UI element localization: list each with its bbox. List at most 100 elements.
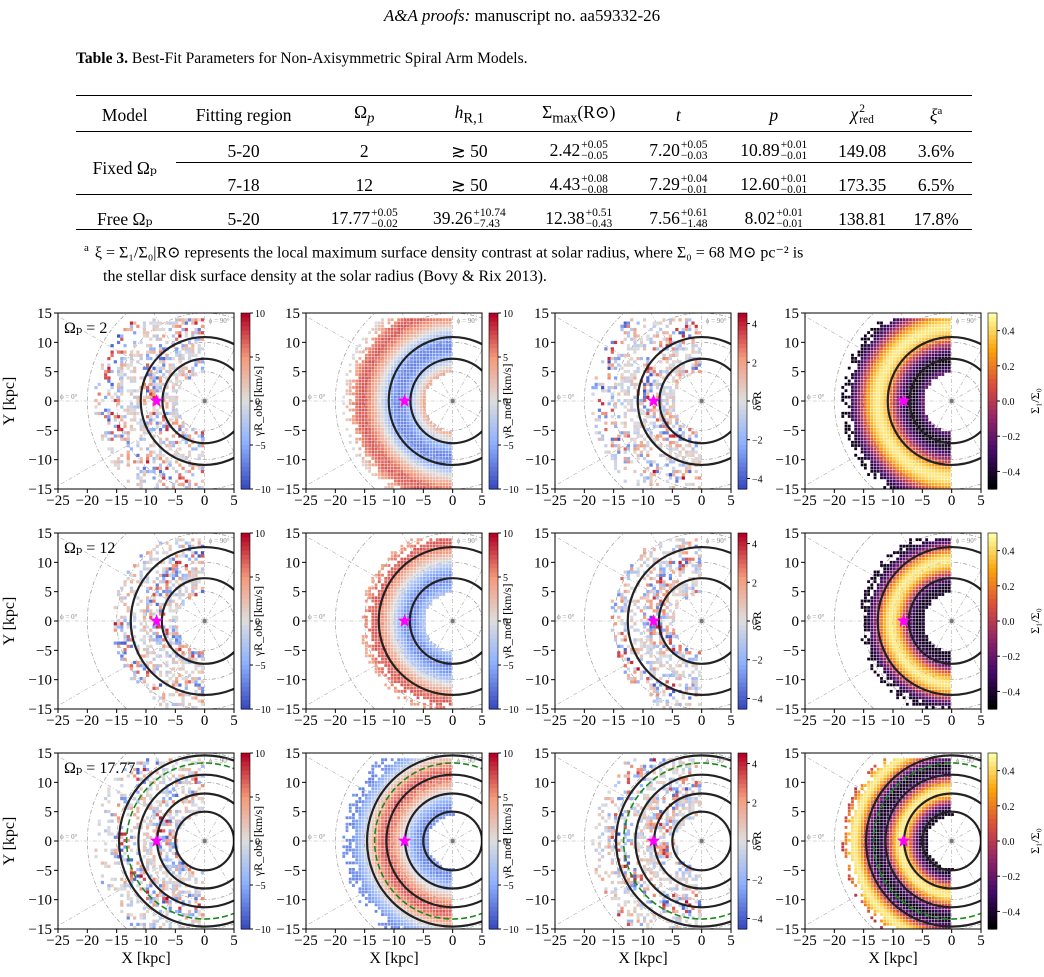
data-pixel (133, 618, 137, 623)
data-pixel (371, 424, 375, 428)
data-pixel (893, 424, 896, 428)
data-pixel (918, 486, 922, 489)
data-pixel (941, 350, 945, 354)
data-pixel (419, 318, 423, 322)
data-pixel (146, 447, 150, 451)
colorbar-segment (738, 339, 747, 345)
data-pixel (358, 386, 362, 389)
data-pixel (947, 363, 951, 367)
data-pixel (387, 369, 391, 373)
data-pixel (626, 460, 631, 464)
data-pixel (432, 476, 436, 480)
data-pixel (152, 376, 156, 380)
data-pixel (364, 408, 368, 412)
data-pixel (162, 644, 166, 648)
cell-omega: 17.77 +0.05 −0.02 (330, 207, 398, 231)
data-pixel (429, 453, 433, 457)
data-pixel (896, 453, 900, 457)
data-pixel (448, 321, 452, 325)
data-pixel (397, 376, 401, 380)
data-pixel (649, 473, 653, 477)
data-pixel (613, 457, 618, 461)
data-pixel (915, 395, 919, 399)
data-pixel (922, 379, 925, 383)
data-pixel (149, 557, 153, 561)
colorbar-segment (489, 427, 498, 433)
data-pixel (899, 324, 903, 328)
data-pixel (876, 453, 880, 457)
data-pixel (358, 357, 362, 360)
data-pixel (371, 453, 375, 457)
data-pixel (113, 424, 117, 428)
data-pixel (413, 389, 417, 393)
x-tick-label: −5 (415, 493, 431, 509)
data-pixel (429, 373, 433, 376)
data-pixel (896, 337, 900, 341)
data-pixel (377, 408, 381, 412)
data-pixel (348, 418, 352, 422)
data-pixel (445, 473, 449, 476)
data-pixel (158, 702, 163, 707)
data-pixel (867, 418, 870, 422)
grid-ray (701, 349, 731, 402)
data-pixel (361, 457, 365, 460)
data-pixel (381, 379, 384, 383)
data-pixel (126, 366, 130, 370)
data-pixel (397, 469, 401, 473)
data-pixel (191, 473, 195, 477)
data-pixel (912, 437, 916, 441)
data-pixel (142, 567, 146, 571)
data-pixel (691, 347, 695, 351)
data-pixel (397, 444, 401, 447)
data-pixel (129, 586, 134, 590)
data-pixel (403, 334, 407, 338)
data-pixel (883, 386, 887, 389)
data-pixel (371, 379, 375, 383)
data-pixel (646, 334, 650, 338)
data-pixel (178, 644, 182, 648)
data-pixel (155, 486, 159, 489)
data-pixel (941, 373, 945, 376)
data-pixel (97, 411, 101, 416)
data-pixel (613, 360, 618, 364)
data-pixel (944, 476, 948, 480)
data-pixel (905, 327, 909, 331)
data-pixel (880, 334, 883, 338)
data-pixel (435, 331, 439, 334)
data-pixel (633, 360, 637, 364)
sun-marker (646, 394, 661, 407)
data-pixel (899, 389, 903, 393)
colorbar-segment (241, 475, 250, 481)
data-pixel (928, 344, 932, 347)
col-t: t (675, 104, 681, 125)
data-pixel (187, 660, 192, 665)
data-pixel (364, 427, 368, 431)
data-pixel (655, 482, 660, 487)
data-pixel (133, 331, 137, 335)
data-pixel (851, 386, 854, 389)
y-tick-label: −5 (783, 423, 799, 439)
grid-circle (145, 562, 234, 680)
data-pixel (918, 324, 922, 328)
data-pixel (883, 411, 887, 415)
data-pixel (142, 473, 146, 477)
data-pixel (178, 373, 182, 377)
data-pixel (863, 382, 867, 386)
data-pixel (120, 379, 124, 383)
data-pixel (863, 379, 867, 383)
data-pixel (925, 486, 929, 489)
data-pixel (863, 453, 867, 457)
data-pixel (419, 444, 423, 447)
data-pixel (684, 318, 689, 322)
data-pixel (406, 392, 410, 396)
data-pixel (133, 379, 137, 383)
data-pixel (171, 366, 176, 370)
data-pixel (381, 357, 384, 360)
data-pixel (931, 376, 935, 380)
data-pixel (694, 460, 698, 464)
data-pixel (381, 350, 384, 354)
data-pixel (883, 379, 887, 383)
data-pixel (857, 382, 861, 386)
galactic-center-marker (450, 399, 455, 403)
data-pixel (883, 434, 887, 438)
